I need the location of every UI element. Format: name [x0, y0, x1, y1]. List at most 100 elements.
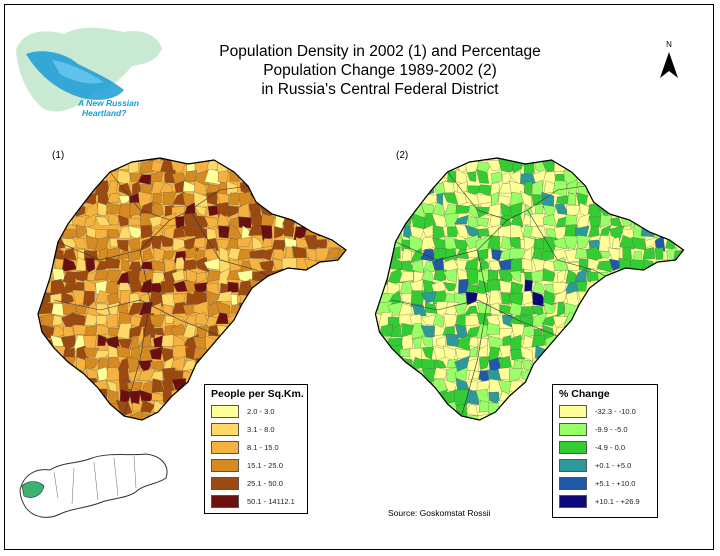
district-patch: [487, 235, 501, 251]
district-patch: [248, 367, 265, 383]
district-patch: [357, 208, 368, 219]
district-patch: [317, 335, 328, 349]
district-patch: [464, 224, 482, 239]
district-patch: [412, 425, 425, 430]
district-patch: [40, 412, 56, 420]
district-patch: [585, 337, 599, 350]
district-patch: [663, 357, 679, 371]
district-patch: [314, 203, 328, 218]
district-patch: [433, 367, 448, 379]
district-patch: [314, 357, 330, 371]
district-patch: [73, 391, 89, 406]
district-patch: [685, 335, 698, 345]
density-legend-row: 25.1 - 50.0: [211, 476, 283, 490]
district-patch: [315, 290, 329, 303]
change-legend: % Change -32.3 - -10.0 -9.9 - -5.0 -4.9 - …: [552, 384, 658, 518]
district-patch: [208, 324, 219, 337]
district-patch: [508, 292, 524, 306]
district-patch: [316, 423, 326, 430]
district-patch: [673, 392, 684, 406]
district-patch: [524, 279, 533, 294]
district-patch: [315, 279, 330, 296]
district-patch: [596, 302, 613, 313]
district-patch: [41, 224, 55, 240]
district-patch: [642, 158, 658, 174]
district-patch: [542, 290, 557, 306]
district-patch: [454, 214, 469, 225]
district-patch: [531, 411, 548, 420]
district-patch: [375, 278, 382, 295]
district-patch: [86, 367, 98, 380]
title-line2: Population Change 1989-2002 (2): [263, 62, 497, 79]
density-legend-swatch: [211, 440, 239, 454]
district-patch: [554, 347, 568, 362]
district-patch: [663, 348, 680, 362]
district-patch: [586, 292, 602, 306]
district-patch: [674, 161, 684, 172]
map1-label: (1): [52, 150, 65, 161]
district-patch: [524, 180, 533, 196]
district-patch: [22, 324, 33, 336]
district-patch: [455, 367, 468, 382]
district-patch: [664, 415, 677, 420]
district-patch: [75, 224, 90, 239]
district-patch: [486, 160, 503, 171]
district-patch: [552, 315, 569, 328]
district-patch: [675, 257, 684, 271]
district-patch: [41, 158, 57, 164]
district-patch: [674, 158, 684, 163]
district-patch: [206, 367, 222, 383]
district-patch: [227, 281, 239, 293]
district-patch: [66, 423, 75, 430]
district-patch: [566, 261, 580, 272]
district-patch: [42, 183, 57, 195]
district-patch: [688, 369, 700, 380]
district-patch: [434, 359, 447, 369]
district-patch: [563, 235, 579, 250]
district-patch: [236, 158, 250, 176]
district-patch: [422, 170, 436, 186]
district-patch: [38, 357, 43, 373]
district-patch: [375, 401, 380, 414]
district-patch: [20, 423, 34, 430]
district-patch: [117, 250, 130, 260]
district-patch: [95, 216, 112, 227]
district-patch: [467, 425, 477, 430]
district-patch: [282, 268, 297, 281]
district-patch: [521, 390, 537, 401]
district-patch: [466, 158, 481, 163]
district-patch: [688, 279, 700, 296]
district-patch: [329, 170, 342, 184]
district-patch: [375, 367, 382, 380]
district-patch: [84, 257, 96, 274]
district-patch: [38, 216, 43, 228]
district-patch: [281, 347, 296, 362]
district-patch: [305, 346, 317, 362]
district-patch: [468, 369, 482, 380]
district-patch: [521, 415, 535, 420]
district-patch: [619, 291, 636, 303]
district-patch: [115, 400, 133, 417]
district-patch: [652, 370, 669, 383]
district-patch: [295, 180, 305, 198]
district-patch: [305, 313, 317, 327]
district-patch: [20, 338, 30, 349]
district-patch: [664, 192, 677, 204]
district-patch: [389, 246, 401, 259]
district-patch: [619, 301, 632, 318]
district-patch: [291, 159, 310, 174]
district-patch: [585, 325, 603, 339]
district-patch: [380, 192, 390, 208]
district-patch: [269, 281, 286, 292]
district-patch: [247, 315, 265, 326]
district-patch: [379, 225, 394, 237]
district-patch: [104, 256, 121, 269]
district-patch: [356, 236, 371, 251]
district-patch: [596, 349, 613, 362]
density-legend-swatch: [211, 422, 239, 436]
district-patch: [578, 158, 592, 165]
district-patch: [186, 425, 194, 430]
district-patch: [83, 411, 99, 420]
district-patch: [356, 424, 367, 430]
district-patch: [117, 158, 132, 164]
